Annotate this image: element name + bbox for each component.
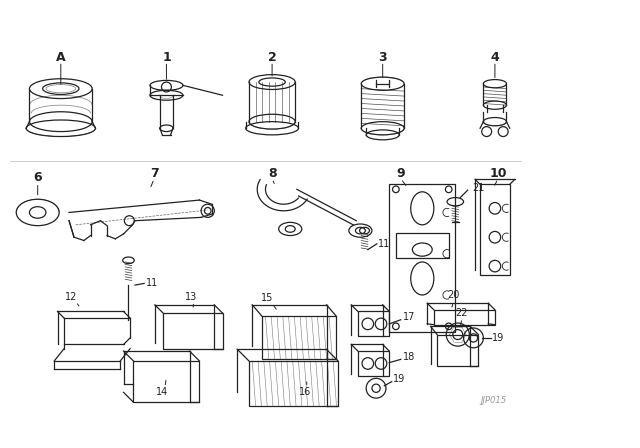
Text: 1: 1 (162, 51, 171, 64)
Bar (249, 361, 338, 405)
Ellipse shape (278, 222, 302, 236)
Text: 12: 12 (65, 292, 77, 302)
Text: 19: 19 (394, 374, 406, 384)
Text: 6: 6 (33, 171, 42, 184)
Text: 16: 16 (299, 388, 311, 397)
Text: 21: 21 (472, 183, 484, 193)
Text: 11: 11 (378, 239, 390, 249)
Ellipse shape (150, 80, 183, 90)
Text: 19: 19 (492, 333, 505, 343)
Bar (389, 184, 455, 332)
Bar (262, 316, 337, 359)
Text: 2: 2 (268, 51, 276, 64)
Text: JJP015: JJP015 (481, 396, 506, 405)
Bar (358, 351, 389, 376)
Text: 13: 13 (185, 292, 197, 302)
Text: 10: 10 (490, 167, 507, 180)
Text: 18: 18 (403, 352, 415, 362)
Bar (396, 233, 449, 258)
Text: 4: 4 (490, 51, 499, 64)
Bar (480, 185, 510, 275)
Ellipse shape (249, 75, 295, 90)
Bar (437, 335, 479, 366)
Ellipse shape (29, 79, 92, 99)
Text: 20: 20 (447, 290, 460, 300)
Text: 9: 9 (397, 167, 405, 180)
Text: 5: 5 (639, 51, 640, 64)
Text: 15: 15 (261, 293, 273, 303)
Ellipse shape (636, 80, 640, 87)
Text: 3: 3 (378, 51, 387, 64)
Ellipse shape (349, 224, 372, 237)
Text: 14: 14 (156, 388, 168, 397)
Bar (434, 310, 495, 325)
Bar (163, 313, 223, 349)
Text: A: A (56, 51, 66, 64)
Text: 8: 8 (268, 167, 276, 180)
Text: 17: 17 (403, 312, 415, 322)
Bar (133, 361, 200, 402)
Text: 22: 22 (456, 308, 468, 318)
Ellipse shape (483, 80, 506, 88)
Text: 11: 11 (146, 278, 158, 289)
Bar (358, 311, 389, 336)
Ellipse shape (361, 77, 404, 90)
Text: 7: 7 (150, 167, 159, 180)
